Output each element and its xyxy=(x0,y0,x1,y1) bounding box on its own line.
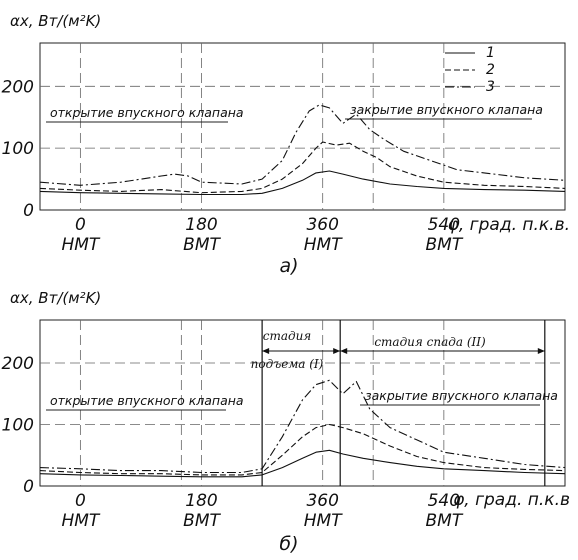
series-line-2 xyxy=(39,141,566,194)
series-line-2 xyxy=(39,423,566,476)
chart-b-close-valve-label: закрытие впускного клапана xyxy=(365,388,558,403)
chart-b-stage-arrows xyxy=(262,348,545,354)
x-tick-sublabel: НМТ xyxy=(61,235,100,255)
y-tick-label: 200 xyxy=(2,354,34,374)
x-tick-sublabel: НМТ xyxy=(304,511,343,531)
legend-a-label-3: 3 xyxy=(486,79,495,95)
y-tick-label: 200 xyxy=(2,77,34,97)
chart-b-stage-rise-line2: подъема (I) xyxy=(251,357,324,371)
panel-label-b: б) xyxy=(279,533,298,555)
chart-b-frame xyxy=(39,319,566,487)
chart-a-close-valve-label: закрытие впускного клапана xyxy=(350,102,543,117)
x-tick-sublabel: НМТ xyxy=(304,235,343,255)
chart-a-series xyxy=(39,104,566,196)
chart-b-stage-decline-label: стадия спада (II) xyxy=(374,335,486,349)
chart-b-series xyxy=(39,379,566,478)
x-tick-sublabel: ВМТ xyxy=(425,511,463,531)
chart-a-xlabel: φ, град. п.к.в. xyxy=(448,215,570,235)
x-tick-label: 180 xyxy=(185,215,217,235)
x-tick-sublabel: ВМТ xyxy=(183,235,221,255)
x-tick-label: 360 xyxy=(306,491,338,511)
x-tick-sublabel: НМТ xyxy=(61,511,100,531)
stage-arrow-head xyxy=(537,348,545,354)
chart-b-open-valve-label: открытие впускного клапана xyxy=(50,393,244,408)
y-tick-label: 100 xyxy=(2,416,34,436)
chart-a-open-valve-label: открытие впускного клапана xyxy=(50,105,244,120)
x-tick-label: 360 xyxy=(306,215,338,235)
x-tick-label: 540 xyxy=(428,491,460,511)
x-tick-label: 0 xyxy=(75,215,86,235)
chart-a-ylabel: αx, Вт/(м²K) xyxy=(10,12,101,30)
chart-b-ylabel: αx, Вт/(м²K) xyxy=(10,289,101,307)
chart-a-grid xyxy=(40,43,565,210)
x-tick-sublabel: ВМТ xyxy=(183,511,221,531)
y-tick-label: 100 xyxy=(2,139,34,159)
y-tick-label: 0 xyxy=(23,201,34,221)
chart-b-xlabel: φ, град. п.к.в xyxy=(453,490,570,510)
stage-arrow-head xyxy=(262,348,270,354)
chart-a-yticks: 0 100 200 xyxy=(2,77,34,221)
chart-a-frame xyxy=(39,42,566,211)
chart-b-stage-rise-line1: стадия xyxy=(263,329,312,343)
chart-b-stage-lines xyxy=(261,320,546,486)
series-line-3 xyxy=(39,104,566,186)
legend-a-label-2: 2 xyxy=(486,62,495,78)
legend-a-label-1: 1 xyxy=(486,45,495,61)
x-tick-label: 540 xyxy=(428,215,460,235)
panel-label-a: а) xyxy=(279,255,298,277)
chart-b-grid xyxy=(40,320,565,486)
y-tick-label: 0 xyxy=(23,477,34,497)
stage-arrow-head xyxy=(333,348,341,354)
series-line-1 xyxy=(39,449,566,478)
series-line-1 xyxy=(39,170,566,196)
x-tick-sublabel: ВМТ xyxy=(425,235,463,255)
chart-b-yticks: 0 100 200 xyxy=(2,354,34,497)
x-tick-label: 180 xyxy=(185,491,217,511)
series-line-3 xyxy=(39,379,566,474)
chart-a-legend: 1 2 3 xyxy=(445,45,495,95)
stage-arrow-head xyxy=(340,348,348,354)
x-tick-label: 0 xyxy=(75,491,86,511)
